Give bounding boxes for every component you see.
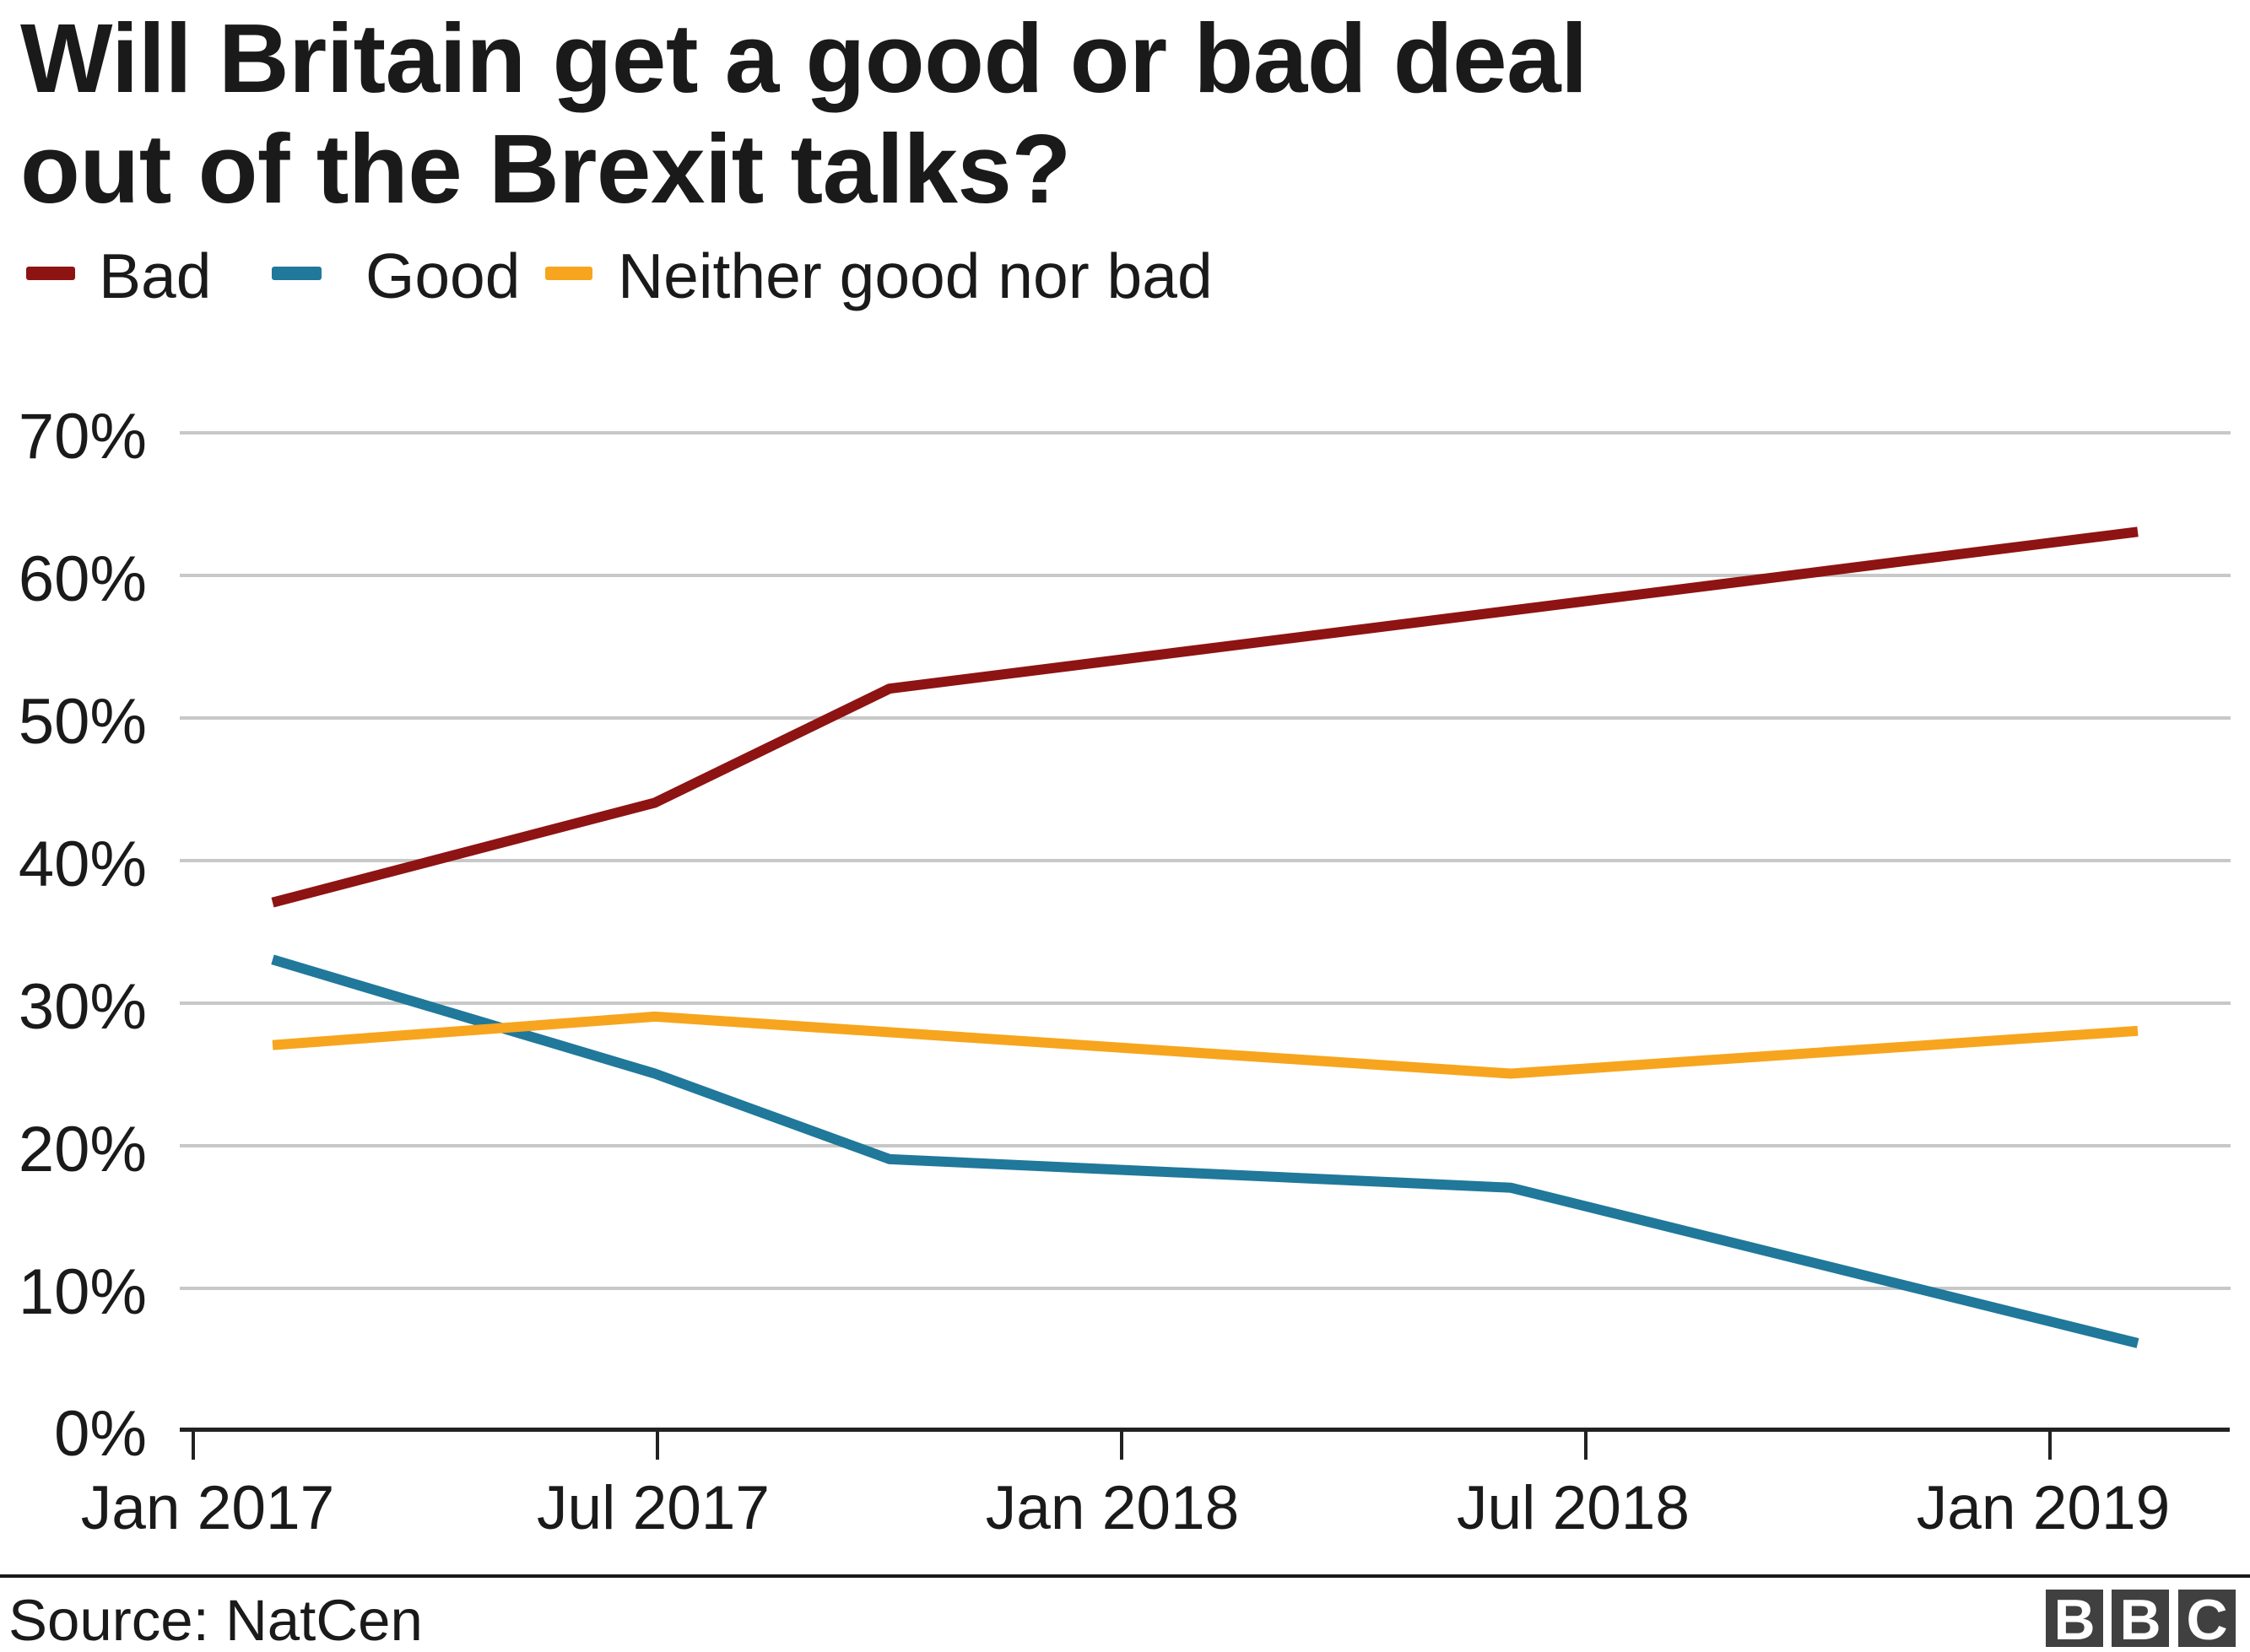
svg-text:10%: 10%: [19, 1256, 147, 1328]
svg-text:Bad: Bad: [99, 240, 211, 311]
svg-text:70%: 70%: [19, 401, 147, 472]
svg-text:0%: 0%: [54, 1398, 147, 1470]
svg-text:20%: 20%: [19, 1114, 147, 1185]
svg-text:Source: NatCen: Source: NatCen: [8, 1588, 423, 1652]
svg-text:Jan 2017: Jan 2017: [81, 1474, 334, 1542]
svg-text:Good: Good: [365, 240, 520, 311]
svg-text:Jan 2018: Jan 2018: [986, 1474, 1239, 1542]
svg-text:Neither good nor bad: Neither good nor bad: [618, 240, 1213, 311]
svg-text:B: B: [2119, 1588, 2161, 1652]
svg-text:Will Britain get a good or bad: Will Britain get a good or bad deal: [20, 3, 1587, 113]
svg-text:60%: 60%: [19, 543, 147, 615]
svg-text:Jul 2018: Jul 2018: [1457, 1474, 1690, 1542]
svg-text:40%: 40%: [19, 829, 147, 900]
svg-text:out of the Brexit talks?: out of the Brexit talks?: [20, 114, 1071, 224]
svg-text:50%: 50%: [19, 686, 147, 758]
svg-text:30%: 30%: [19, 971, 147, 1043]
svg-text:B: B: [2053, 1588, 2095, 1652]
svg-text:Jan 2019: Jan 2019: [1917, 1474, 2170, 1542]
svg-text:Jul 2017: Jul 2017: [537, 1474, 770, 1542]
svg-text:C: C: [2186, 1588, 2227, 1652]
